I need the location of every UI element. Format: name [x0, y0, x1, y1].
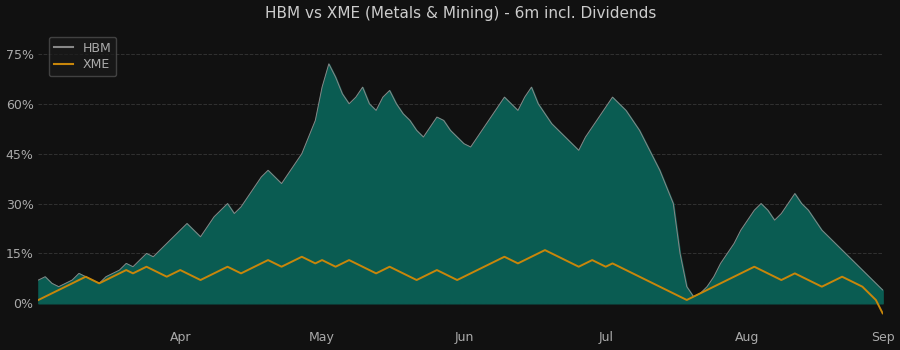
Title: HBM vs XME (Metals & Mining) - 6m incl. Dividends: HBM vs XME (Metals & Mining) - 6m incl. …	[265, 6, 656, 21]
Legend: HBM, XME: HBM, XME	[49, 36, 116, 76]
